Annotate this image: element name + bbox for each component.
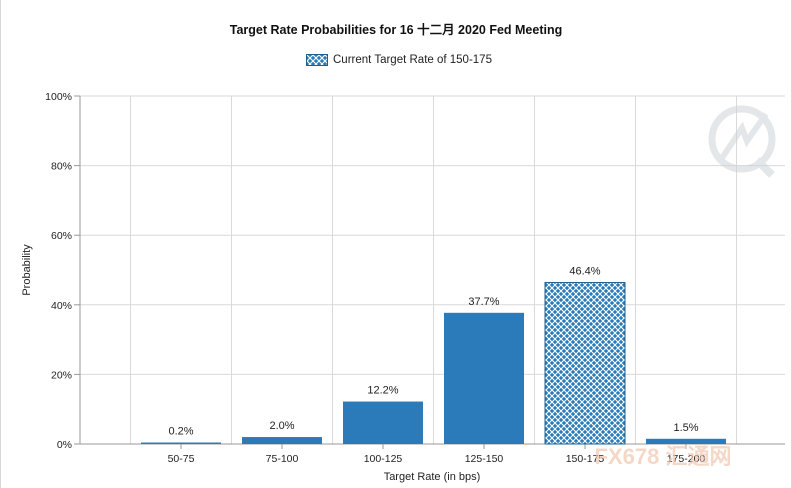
x-tick-label-125-150: 125-150 bbox=[465, 453, 504, 465]
x-tick-label-150-175: 150-175 bbox=[566, 453, 605, 465]
bar-100-125 bbox=[343, 401, 423, 444]
value-label-175-200: 1.5% bbox=[673, 422, 698, 434]
value-labels: 0.2% 2.0% 12.2% 37.7% 46.4% 1.5% bbox=[168, 266, 698, 438]
y-tick-label: 20% bbox=[51, 369, 72, 381]
bar-50-75 bbox=[141, 442, 221, 444]
grid bbox=[80, 95, 785, 445]
x-tick-label-50-75: 50-75 bbox=[168, 453, 195, 465]
left-border bbox=[0, 0, 1, 488]
value-label-50-75: 0.2% bbox=[168, 426, 193, 438]
x-tick-label-100-125: 100-125 bbox=[364, 453, 403, 465]
value-label-150-175: 46.4% bbox=[569, 266, 600, 278]
bar-125-150 bbox=[444, 312, 524, 444]
y-tick-label: 80% bbox=[51, 161, 72, 173]
x-tick-label-175-200: 175-200 bbox=[667, 453, 706, 465]
watermark-logo-icon bbox=[708, 105, 776, 178]
watermark-text: FX678 汇通网 bbox=[595, 444, 732, 469]
bar-150-175 bbox=[544, 282, 626, 445]
legend-label: Current Target Rate of 150-175 bbox=[333, 54, 492, 66]
y-tick-label: 40% bbox=[51, 300, 72, 312]
legend-hatch-swatch bbox=[306, 54, 328, 66]
legend[interactable]: Current Target Rate of 150-175 bbox=[306, 53, 492, 67]
x-tick-label-75-100: 75-100 bbox=[266, 453, 299, 465]
chart-title: Target Rate Probabilities for 16 十二月 202… bbox=[229, 23, 563, 37]
bars bbox=[141, 282, 726, 445]
y-tick-label: 60% bbox=[51, 230, 72, 242]
watermark: FX678 汇通网 bbox=[595, 105, 776, 469]
value-label-75-100: 2.0% bbox=[269, 420, 294, 432]
y-tick-label: 100% bbox=[45, 91, 72, 103]
y-axis-label: Probability bbox=[21, 244, 33, 296]
bar-75-100 bbox=[242, 437, 322, 444]
value-label-125-150: 37.7% bbox=[468, 296, 499, 308]
bar-175-200 bbox=[646, 438, 726, 444]
y-tick-label: 0% bbox=[57, 439, 72, 451]
x-axis-label: Target Rate (in bps) bbox=[384, 471, 481, 483]
value-label-100-125: 12.2% bbox=[367, 385, 398, 397]
